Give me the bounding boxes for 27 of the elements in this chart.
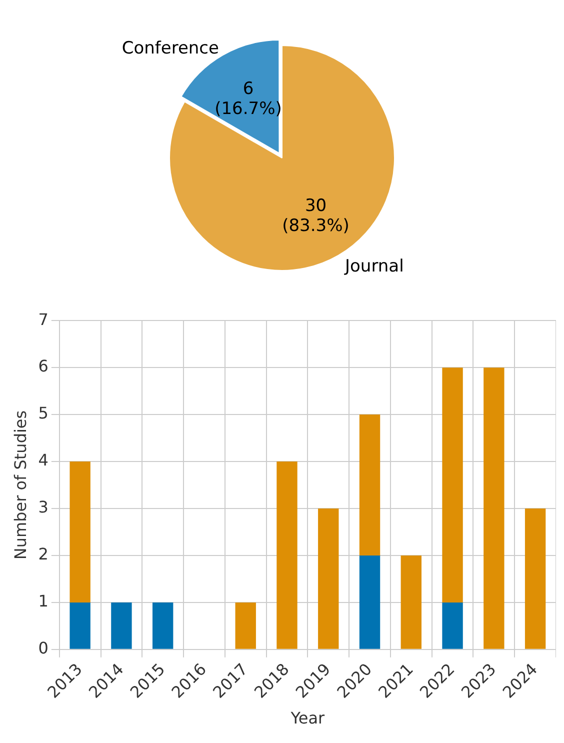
y-tick-label: 0 <box>38 638 48 658</box>
bar <box>111 602 132 649</box>
bar <box>484 368 504 649</box>
y-tick-label: 5 <box>38 404 48 423</box>
bar <box>235 602 256 649</box>
bar <box>152 602 174 649</box>
bar <box>70 602 90 649</box>
bar <box>276 462 298 649</box>
slice-label: Journal <box>344 256 404 277</box>
bar <box>442 602 463 649</box>
y-tick-label: 2 <box>38 544 48 564</box>
bar <box>524 508 546 649</box>
bar <box>318 508 339 649</box>
data-label: 30 (83.3%) <box>282 196 350 236</box>
y-tick-label: 1 <box>38 592 48 611</box>
bar <box>70 462 90 602</box>
bar <box>359 414 380 556</box>
y-tick-label: 6 <box>38 356 48 376</box>
slice-label: Conference <box>122 38 219 58</box>
y-tick-label: 7 <box>38 310 48 329</box>
bar <box>359 555 380 649</box>
y-axis-title: Number of Studies <box>10 410 30 560</box>
bar <box>442 368 463 602</box>
y-tick-label: 3 <box>38 498 48 517</box>
bar <box>400 555 422 649</box>
y-tick-label: 4 <box>38 450 48 470</box>
x-axis-title: Year <box>290 708 326 728</box>
